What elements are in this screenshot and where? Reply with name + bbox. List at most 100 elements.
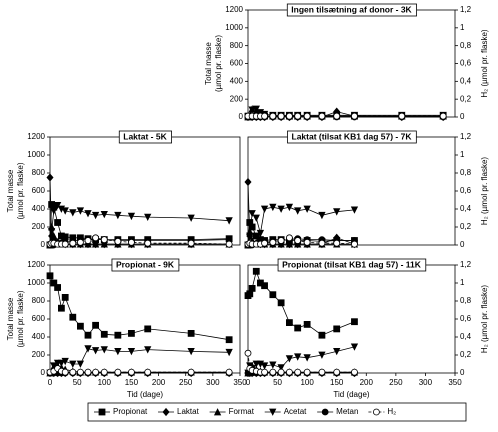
y-tick-label: 0	[41, 368, 46, 377]
marker	[294, 237, 302, 244]
marker	[269, 291, 277, 299]
marker	[76, 360, 85, 368]
marker	[269, 408, 277, 416]
y2-tick-label: 0	[460, 368, 465, 377]
panel-title: Ingen tilsætning af donor - 3K	[286, 3, 417, 17]
marker	[100, 210, 108, 219]
y-tick-label: 600	[32, 186, 46, 195]
marker	[351, 240, 358, 248]
y2-tick-label: 0,6	[460, 314, 472, 323]
marker	[77, 238, 84, 246]
x-tick-label: 150	[125, 378, 139, 387]
x-tick-label: 150	[330, 378, 344, 387]
y2-tick-label: 0,2	[460, 222, 472, 231]
title: Laktat (tilsat KB1 dag 57) - 7K	[292, 131, 413, 141]
marker	[277, 299, 285, 307]
y-tick-label: 400	[230, 76, 244, 85]
marker	[225, 336, 233, 344]
marker	[91, 347, 100, 355]
marker	[92, 368, 99, 376]
marker	[277, 240, 285, 248]
marker	[225, 368, 233, 376]
y2-tick-label: 0,8	[460, 168, 472, 177]
title: Laktat - 5K	[123, 131, 167, 141]
plot-frame	[247, 9, 456, 118]
marker	[61, 240, 69, 248]
title-box	[111, 258, 180, 272]
marker	[350, 343, 359, 351]
y-tick-label: 200	[32, 222, 46, 231]
y-tick-label: 1200	[225, 5, 243, 14]
marker	[114, 211, 122, 220]
plot-frame	[49, 264, 241, 374]
marker	[294, 112, 302, 120]
legend-label: Metan	[336, 407, 358, 416]
y2-tick-label: 0,6	[460, 59, 472, 68]
marker	[84, 331, 92, 339]
marker	[77, 322, 84, 330]
marker	[225, 240, 233, 248]
x-tick-label: 200	[360, 378, 374, 387]
marker	[50, 232, 58, 240]
y2-tick-label: 1	[460, 23, 465, 32]
marker	[50, 207, 58, 215]
marker	[187, 347, 195, 356]
marker	[303, 320, 311, 328]
marker	[127, 212, 136, 221]
marker	[128, 368, 135, 376]
marker	[285, 319, 293, 327]
marker	[285, 240, 294, 248]
title-box	[286, 3, 417, 17]
legend-label: Laktat	[177, 407, 200, 416]
legend-label: Format	[229, 407, 255, 416]
x-tick-label: 250	[179, 378, 193, 387]
marker	[321, 408, 329, 416]
marker	[100, 236, 108, 244]
marker	[252, 105, 260, 113]
y2-axis-label: H₂ (µmol pr. flaske)	[480, 157, 489, 226]
marker	[303, 112, 311, 120]
marker	[47, 228, 56, 236]
marker	[144, 213, 152, 221]
marker	[294, 240, 302, 248]
marker	[261, 368, 268, 376]
marker	[261, 282, 268, 290]
legend: Propionat Laktat Format Acetat Metan H₂	[87, 402, 467, 422]
marker	[318, 351, 326, 359]
marker	[61, 368, 69, 376]
marker	[144, 346, 152, 354]
marker	[285, 234, 293, 242]
marker	[114, 368, 122, 376]
y2-tick-label: 0,4	[460, 76, 472, 85]
x-tick-label: 350	[448, 378, 462, 387]
title-box	[287, 130, 417, 144]
marker	[162, 407, 170, 417]
marker	[294, 207, 302, 215]
y-tick-label: 800	[32, 296, 46, 305]
marker	[144, 368, 152, 376]
y2-tick-label: 0,2	[460, 350, 472, 359]
marker	[318, 112, 326, 120]
marker	[100, 330, 108, 338]
marker	[248, 106, 256, 114]
marker	[244, 349, 252, 357]
series-line	[49, 177, 230, 245]
marker	[439, 112, 447, 120]
marker	[114, 237, 122, 245]
marker	[54, 219, 61, 226]
y-tick-label: 1200	[27, 132, 45, 141]
y-tick-label: 1000	[225, 23, 243, 32]
y-tick-label: 400	[32, 332, 46, 341]
marker	[54, 284, 61, 291]
marker	[53, 201, 62, 210]
marker	[187, 368, 195, 376]
marker	[92, 234, 99, 242]
title-box	[118, 130, 172, 144]
marker	[50, 279, 58, 287]
y-tick-label: 200	[32, 350, 46, 359]
marker	[333, 325, 341, 333]
y-tick-label: 200	[230, 94, 244, 103]
y-tick-label: 1200	[27, 260, 45, 269]
marker	[269, 238, 277, 246]
marker	[285, 203, 294, 212]
